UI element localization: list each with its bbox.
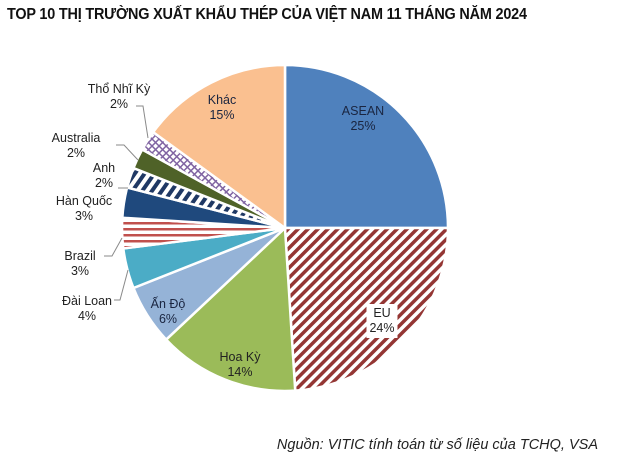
leader-dai-loan (114, 269, 129, 301)
label-value: 2% (94, 176, 114, 190)
slice-label-eu: EU 24% (366, 304, 398, 338)
label-name: Hoa Kỳ (219, 350, 261, 364)
leader-australia (116, 144, 139, 161)
label-value: 4% (77, 309, 97, 323)
pie-slice-khac (151, 63, 287, 231)
label-name: Ấn Độ (150, 297, 186, 311)
slice-label-anh: Anh 2% (93, 161, 115, 191)
chart-title: TOP 10 THỊ TRƯỜNG XUẤT KHẨU THÉP CỦA VIỆ… (7, 6, 527, 23)
slice-label-australia: Australia 2% (52, 131, 101, 161)
leader-lines (104, 105, 149, 301)
pie-slices (120, 63, 450, 393)
label-value: 6% (158, 312, 178, 326)
leader-tho-nhi-ky (136, 105, 149, 139)
source-note: Nguồn: VITIC tính toán từ số liệu của TC… (276, 437, 598, 453)
leader-brazil (104, 237, 123, 257)
pie-slice-hoa-ky (164, 225, 297, 393)
label-value: 2% (109, 97, 129, 111)
label-value: 24% (369, 321, 395, 335)
slice-label-hoa-ky: Hoa Kỳ 14% (220, 350, 261, 380)
label-value: 25% (350, 119, 376, 133)
label-value: 3% (70, 264, 90, 278)
slice-label-brazil: Brazil 3% (64, 249, 95, 279)
label-name: Thổ Nhĩ Kỳ (87, 82, 151, 96)
slice-label-han-quoc: Hàn Quốc 3% (56, 194, 112, 224)
label-name: EU (373, 306, 391, 320)
label-value: 15% (209, 108, 235, 122)
label-value: 3% (74, 209, 94, 223)
slice-label-khac: Khác 15% (208, 93, 237, 123)
label-name: Khác (207, 93, 237, 107)
label-name: Hàn Quốc (55, 194, 113, 208)
slice-label-an-do: Ấn Độ 6% (151, 297, 186, 327)
label-name: Brazil (64, 249, 96, 263)
label-value: 2% (66, 146, 86, 160)
pie-slice-asean (283, 63, 450, 230)
slice-label-dai-loan: Đài Loan 4% (62, 294, 112, 324)
label-name: Đài Loan (61, 294, 113, 308)
slice-label-asean: ASEAN 25% (342, 104, 384, 134)
slice-label-tho-nhi-ky: Thổ Nhĩ Kỳ 2% (88, 82, 151, 112)
label-name: Anh (92, 161, 116, 175)
label-name: ASEAN (341, 104, 385, 118)
label-name: Australia (51, 131, 101, 145)
label-value: 14% (227, 365, 253, 379)
